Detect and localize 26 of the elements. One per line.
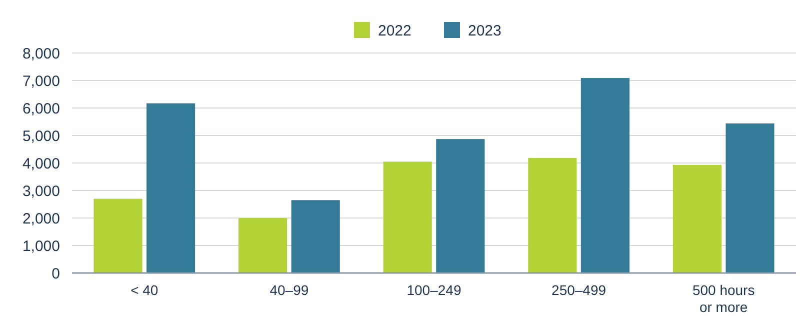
bar (238, 218, 288, 273)
bar (672, 164, 722, 273)
x-tick-label: 500 hours or more (692, 282, 755, 315)
y-tick-label: 2,000 (22, 210, 60, 228)
bar (94, 198, 142, 273)
x-tick-label: < 40 (130, 282, 158, 298)
bar (528, 158, 577, 273)
bar (291, 200, 340, 273)
legend-label: 2022 (378, 22, 412, 40)
y-tick-label: 7,000 (22, 72, 60, 90)
y-tick-label: 0 (52, 265, 60, 282)
bar (436, 139, 485, 273)
y-tick-label: 8,000 (22, 45, 60, 62)
y-tick-label: 3,000 (22, 182, 60, 200)
y-tick-label: 1,000 (22, 238, 60, 255)
bar (726, 123, 774, 273)
x-tick-label: 40–99 (270, 282, 309, 298)
x-tick-label: 250–499 (552, 282, 606, 298)
bar (580, 78, 630, 273)
y-tick-label: 5,000 (22, 128, 60, 145)
y-tick-label: 4,000 (22, 155, 60, 172)
legend-label: 2023 (468, 22, 502, 40)
y-tick-label: 6,000 (22, 100, 60, 118)
bar (383, 162, 432, 273)
x-tick-label: 100–249 (406, 282, 462, 298)
bar (146, 103, 196, 273)
